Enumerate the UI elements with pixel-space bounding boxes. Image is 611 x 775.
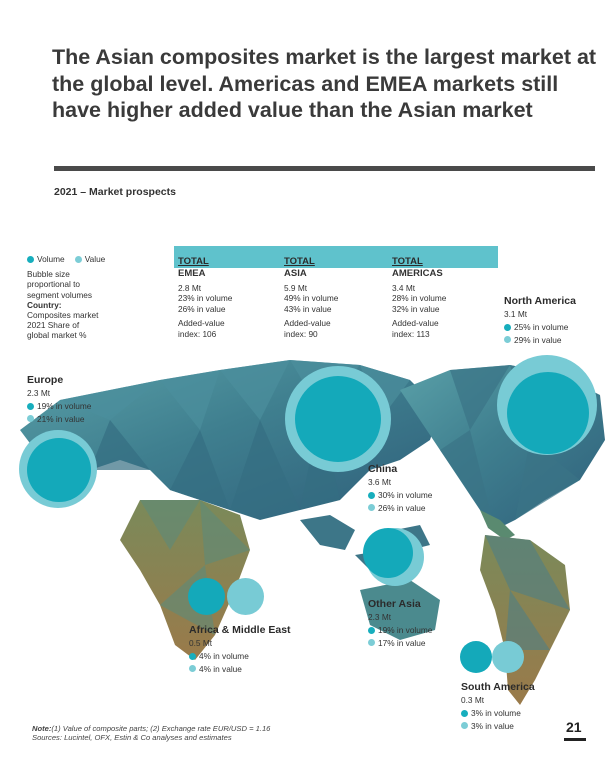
legend-line: Bubble size	[27, 269, 70, 280]
region-name: Other Asia	[368, 598, 421, 610]
value-dot-icon	[27, 415, 34, 423]
volume-dot-icon	[368, 491, 375, 499]
africa-volume-bubble	[188, 578, 225, 615]
total-vol-share: 49% in volume	[284, 293, 339, 304]
subtitle: 2021 – Market prospects	[54, 186, 176, 198]
page-number: 21	[566, 719, 582, 735]
map-australia	[360, 580, 440, 640]
total-av-index: index: 106	[178, 328, 217, 339]
volume-dot-icon	[189, 652, 196, 660]
page-number-underline	[564, 738, 586, 741]
south-america-value-bubble	[492, 641, 524, 673]
value-dot-icon	[461, 722, 468, 730]
region-val-share: 21% in value	[37, 413, 85, 424]
total-av-label: Added-value	[392, 318, 439, 329]
legend-line: global market %	[27, 330, 87, 341]
total-val-share: 43% in value	[284, 303, 332, 314]
value-dot-icon	[74, 255, 82, 263]
value-dot-icon	[189, 665, 196, 673]
region-volume: 3.1 Mt	[504, 309, 528, 319]
region-name: China	[368, 463, 398, 475]
region-val-share: 29% in value	[514, 334, 562, 345]
europe-volume-bubble	[27, 438, 91, 502]
total-band: TOTAL	[388, 246, 498, 268]
legend-value: Value	[74, 254, 105, 264]
total-volume: 5.9 Mt	[284, 283, 308, 293]
region-europe: Europe 2.3 Mt 19% in volume 21% in value	[27, 374, 91, 425]
legend-line: proportional to	[27, 279, 81, 290]
volume-dot-icon	[368, 626, 375, 634]
total-region: EMEA	[178, 268, 206, 279]
region-volume: 2.3 Mt	[27, 388, 51, 398]
region-volume: 2.3 Mt	[368, 612, 392, 622]
region-vol-share: 4% in volume	[199, 650, 249, 661]
total-region: AMERICAS	[392, 268, 443, 279]
region-south-america: South America 0.3 Mt 3% in volume 3% in …	[461, 681, 535, 732]
total-band: TOTAL	[174, 246, 284, 268]
region-val-share: 4% in value	[199, 663, 242, 674]
total-region: ASIA	[284, 268, 307, 279]
total-volume: 3.4 Mt	[392, 283, 416, 293]
sources-line: Sources: Lucintel, OFX, Estin & Co analy…	[32, 733, 232, 742]
total-vol-share: 23% in volume	[178, 293, 233, 304]
region-name: Africa & Middle East	[189, 624, 291, 636]
total-av-label: Added-value	[284, 318, 331, 329]
volume-dot-icon	[461, 709, 468, 717]
asia-volume-bubble	[295, 376, 381, 462]
volume-dot-icon	[504, 323, 511, 331]
region-val-share: 26% in value	[378, 502, 426, 513]
value-dot-icon	[368, 504, 375, 512]
total-val-share: 32% in value	[392, 303, 440, 314]
region-name: North America	[504, 295, 576, 307]
region-africa-middle-east: Africa & Middle East 0.5 Mt 4% in volume…	[189, 624, 291, 675]
legend-volume: Volume	[27, 254, 65, 264]
total-americas: TOTAL AMERICAS 3.4 Mt 28% in volume 32% …	[388, 246, 498, 339]
total-val-share: 26% in value	[178, 303, 226, 314]
region-china: China 3.6 Mt 30% in volume 26% in value	[368, 463, 432, 514]
value-dot-icon	[368, 639, 375, 647]
region-north-america: North America 3.1 Mt 25% in volume 29% i…	[504, 295, 576, 346]
legend-line: Composites market	[27, 310, 99, 321]
region-vol-share: 25% in volume	[514, 321, 569, 332]
footnotes: Note:(1) Value of composite parts; (2) E…	[32, 724, 270, 742]
legend: Volume Value Bubble size proportional to…	[27, 254, 147, 341]
title-divider	[54, 166, 595, 171]
region-val-share: 3% in value	[471, 720, 514, 731]
region-vol-share: 19% in volume	[37, 400, 92, 411]
legend-line: 2021 Share of	[27, 320, 80, 331]
total-emea: TOTAL EMEA 2.8 Mt 23% in volume 26% in v…	[174, 246, 284, 339]
region-val-share: 17% in value	[378, 637, 426, 648]
region-volume: 0.5 Mt	[189, 638, 213, 648]
note-line: Note:(1) Value of composite parts; (2) E…	[32, 724, 271, 733]
region-vol-share: 3% in volume	[471, 707, 521, 718]
volume-dot-icon	[27, 255, 34, 263]
region-volume: 3.6 Mt	[368, 477, 392, 487]
region-name: South America	[461, 681, 535, 693]
legend-line: segment volumes	[27, 289, 93, 300]
region-volume: 0.3 Mt	[461, 695, 485, 705]
total-av-label: Added-value	[178, 318, 225, 329]
north-america-volume-bubble	[507, 372, 589, 454]
south-america-volume-bubble	[460, 641, 492, 673]
volume-dot-icon	[27, 402, 34, 410]
total-asia: TOTAL ASIA 5.9 Mt 49% in volume 43% in v…	[280, 246, 390, 339]
total-av-index: index: 90	[284, 328, 318, 339]
value-dot-icon	[504, 336, 511, 344]
legend-country-label: Country:	[27, 299, 62, 310]
region-vol-share: 30% in volume	[378, 489, 433, 500]
total-volume: 2.8 Mt	[178, 283, 202, 293]
region-other-asia: Other Asia 2.3 Mt 19% in volume 17% in v…	[368, 598, 432, 649]
africa-value-bubble	[227, 578, 264, 615]
total-av-index: index: 113	[392, 328, 430, 339]
region-name: Europe	[27, 374, 64, 386]
total-vol-share: 28% in volume	[392, 293, 447, 304]
region-vol-share: 19% in volume	[378, 624, 433, 635]
page-title: The Asian composites market is the large…	[52, 45, 597, 122]
other-asia-volume-bubble	[363, 528, 413, 578]
total-band: TOTAL	[280, 246, 390, 268]
